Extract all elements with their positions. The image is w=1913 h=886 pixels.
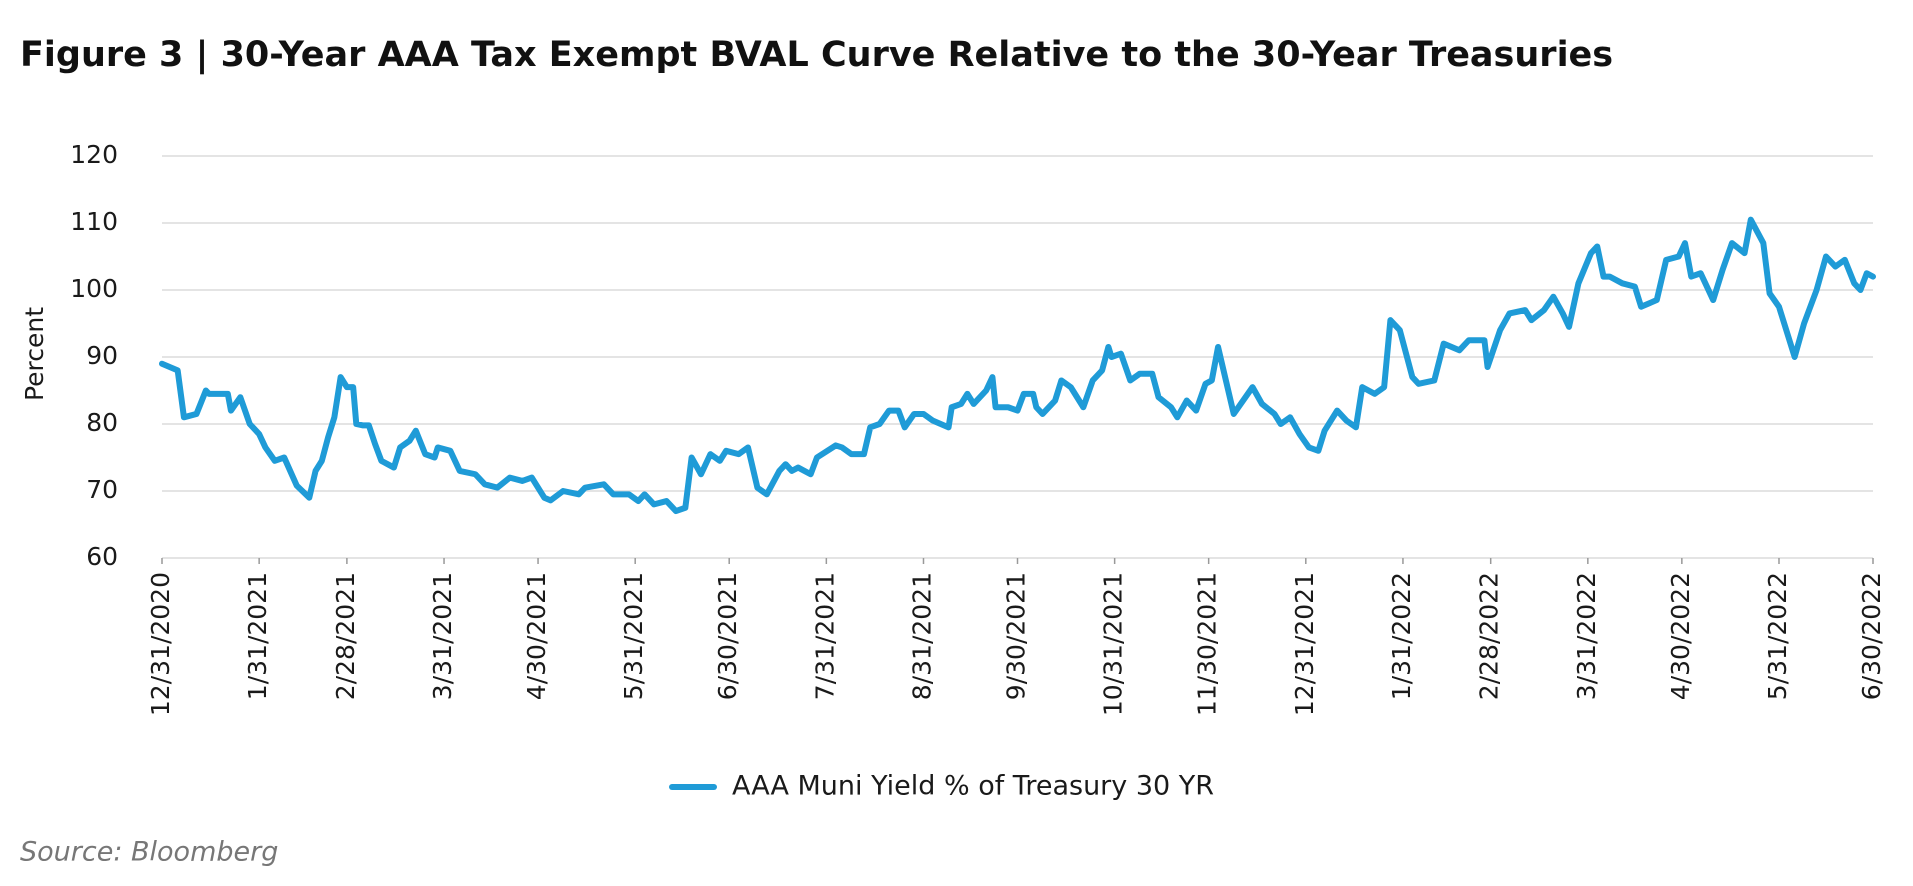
y-tick-label: 80: [86, 408, 118, 437]
data-line: [159, 216, 1876, 515]
x-tick-label: 9/30/2021: [1002, 572, 1031, 700]
y-tick-label: 70: [86, 475, 118, 504]
x-tick-label: 2/28/2022: [1475, 572, 1504, 700]
x-tick-label: 2/28/2021: [331, 572, 360, 700]
y-tick-label: 120: [70, 140, 118, 169]
x-tick-label: 5/31/2021: [619, 572, 648, 700]
x-tick-label: 4/30/2021: [522, 572, 551, 700]
y-tick-label: 90: [86, 341, 118, 370]
x-tick-label: 1/31/2021: [243, 572, 272, 700]
x-tick-label: 8/31/2021: [907, 572, 936, 700]
x-tick-label: 12/31/2021: [1290, 572, 1319, 716]
x-tick-label: 12/31/2020: [146, 572, 175, 716]
x-tick-label: 5/31/2022: [1763, 572, 1792, 700]
y-axis-label: Percent: [20, 307, 49, 401]
grid: [161, 155, 1874, 564]
source-note: Source: Bloomberg: [20, 837, 278, 868]
x-tick-label: 1/31/2022: [1387, 572, 1416, 700]
plot-area: [159, 216, 1876, 515]
x-tick-label: 10/31/2021: [1099, 572, 1128, 716]
x-tick-label: 6/30/2022: [1857, 572, 1886, 700]
x-tick-label: 6/30/2021: [713, 572, 742, 700]
x-tick-label: 4/30/2022: [1666, 572, 1695, 700]
y-tick-label: 60: [86, 542, 118, 571]
x-tick-label: 11/30/2021: [1193, 572, 1222, 716]
y-tick-label: 110: [70, 207, 118, 236]
x-tick-label: 3/31/2021: [428, 572, 457, 700]
y-tick-label: 100: [70, 274, 118, 303]
legend-label: AAA Muni Yield % of Treasury 30 YR: [732, 771, 1214, 802]
chart-title: Figure 3 | 30-Year AAA Tax Exempt BVAL C…: [20, 35, 1613, 75]
x-tick-label: 7/31/2021: [810, 572, 839, 700]
x-tick-label: 3/31/2022: [1572, 572, 1601, 700]
